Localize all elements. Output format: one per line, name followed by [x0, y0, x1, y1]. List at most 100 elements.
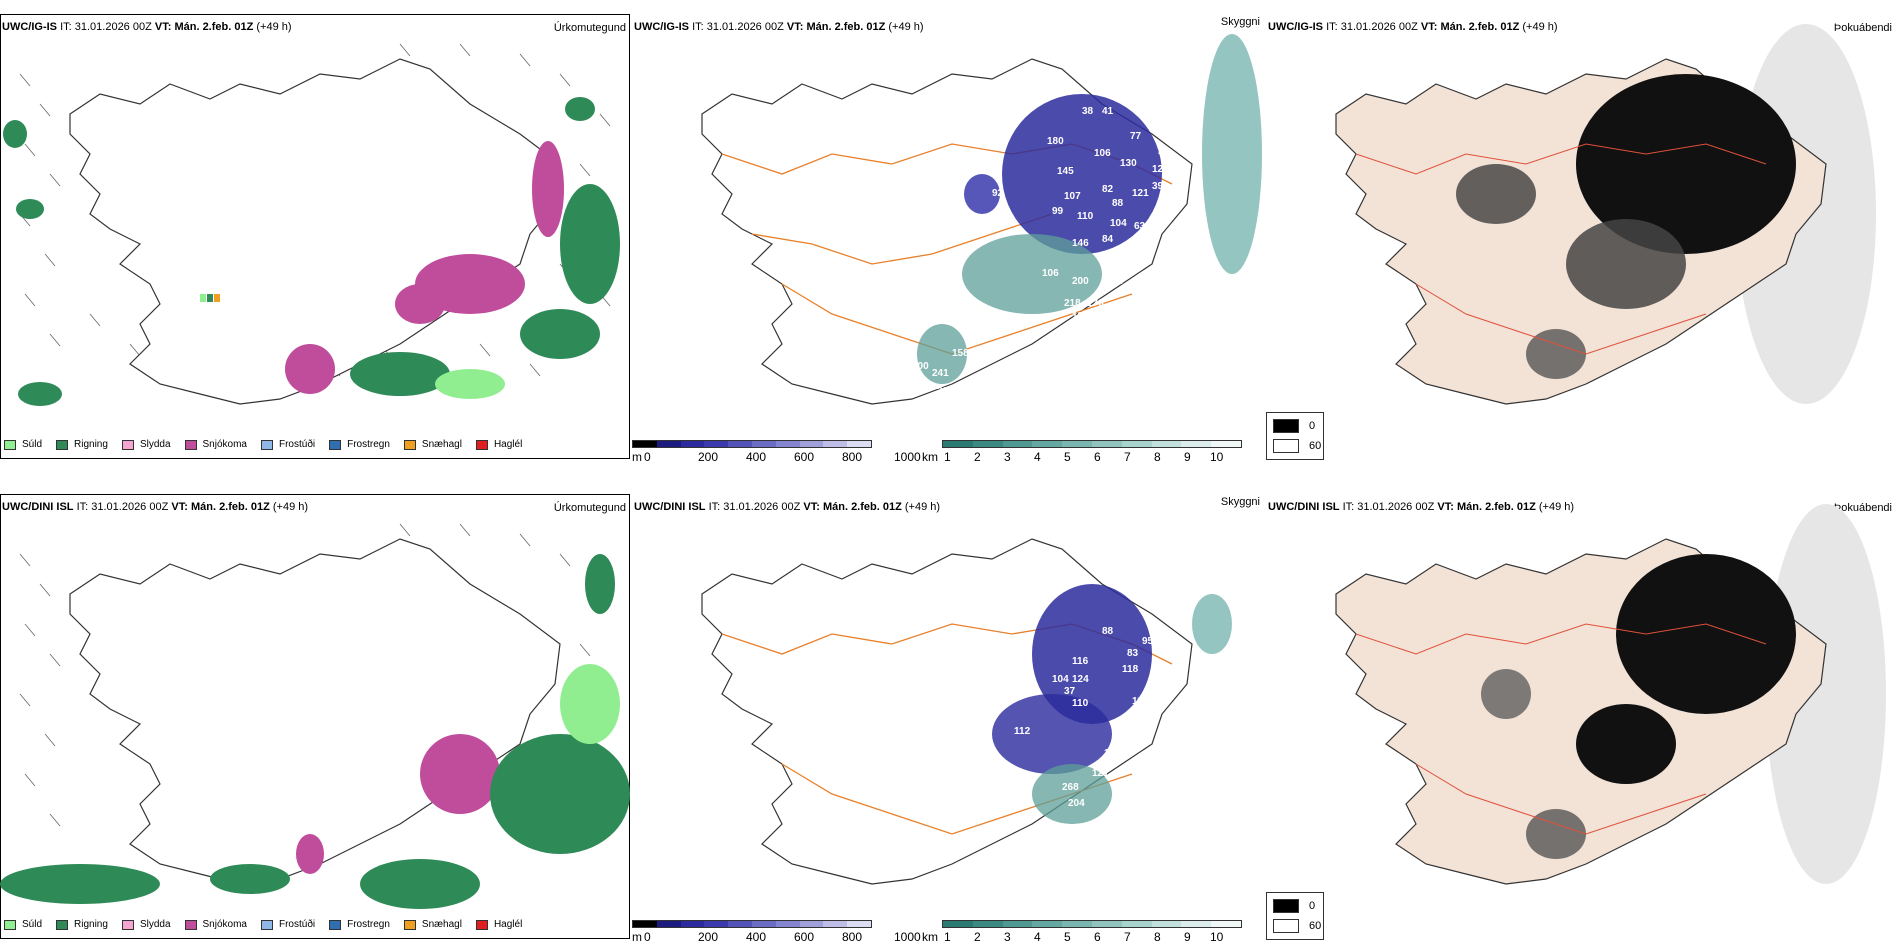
scale-tick: 400: [746, 930, 767, 944]
fog-areas: [1456, 74, 1796, 379]
vis-label: 150: [1137, 251, 1154, 262]
panel-header: UWC/IG-IS IT: 31.01.2026 00Z VT: Mán. 2.…: [1268, 21, 1558, 33]
scale-tick: 600: [794, 930, 815, 944]
vis-label: 189: [1107, 276, 1124, 287]
vis-label: 95: [1142, 636, 1154, 647]
scale-tick: 400: [746, 450, 767, 464]
legend-swatch: [184, 919, 197, 930]
vis-label: 37: [1064, 686, 1076, 697]
fog-legend-item: 60: [1273, 439, 1321, 453]
scale-tick: 10: [1210, 930, 1224, 944]
scale-tick: 200: [698, 450, 719, 464]
fog-panel-bottom: UWC/DINI ISL IT: 31.01.2026 00Z VT: Mán.…: [1266, 494, 1896, 940]
fog-legend: 0 60: [1266, 412, 1324, 460]
visibility-map: 88 95 83 116 118 104 124 106 37 110 111 …: [701, 538, 1232, 885]
precip-type-map: [0, 523, 630, 909]
legend-item: Haglél: [475, 919, 522, 930]
vis-label: 88: [1112, 198, 1124, 209]
vis-label: 295: [938, 851, 955, 862]
vis-label: 207: [937, 386, 954, 397]
vis-label: 88: [1102, 626, 1114, 637]
legend-swatch: [403, 919, 416, 930]
visibility-areas: [917, 34, 1262, 384]
scale-unit: m: [632, 450, 642, 464]
panel-header: UWC/DINI ISL IT: 31.01.2026 00Z VT: Mán.…: [634, 501, 941, 513]
panel-frame: [0, 494, 630, 939]
legend-swatch: [1273, 419, 1299, 433]
legend-item: Slydda: [121, 439, 171, 450]
scale-strip: [942, 920, 1242, 928]
scale-tick: 9: [1184, 930, 1191, 944]
vis-label: 121: [1132, 188, 1149, 199]
panel-title: Þokuábendi: [1833, 502, 1892, 514]
vis-label: 39: [1152, 181, 1164, 192]
vis-label: 130: [1120, 158, 1137, 169]
scale-tick: 800: [842, 450, 863, 464]
scale-tick: 0: [644, 450, 651, 464]
scale-tick: 1: [944, 930, 951, 944]
fog-legend: 0 60: [1266, 892, 1324, 940]
scale-tick: 8: [1154, 450, 1161, 464]
road-network: [1355, 143, 1767, 355]
scale-tick: 0: [644, 930, 651, 944]
panel-title: Þokuábendi: [1833, 22, 1892, 34]
scale-tick: 7: [1124, 450, 1131, 464]
legend-swatch: [4, 919, 16, 930]
scale-strip: [942, 440, 1242, 448]
vis-label: 99: [1052, 206, 1064, 217]
visibility-panel-bottom: UWC/DINI ISL IT: 31.01.2026 00Z VT: Mán.…: [632, 494, 1262, 944]
vis-label: 218: [1064, 298, 1081, 309]
visibility-values: 88 95 83 116 118 104 124 106 37 110 111 …: [938, 626, 1169, 862]
vis-label: 38: [1114, 306, 1126, 317]
scale-unit: km: [922, 930, 938, 944]
scale-tick: 9: [1184, 450, 1191, 464]
precip-legend: Súld Rigning Slydda Snjókoma Frostúði Fr…: [4, 919, 522, 930]
vis-label: 104: [1110, 218, 1127, 229]
vis-label: 134: [1072, 311, 1089, 322]
vis-label: 84: [1102, 234, 1114, 245]
vis-label: 204: [1068, 798, 1085, 809]
vis-label: 75: [1157, 146, 1169, 157]
legend-item: Snæhagl: [403, 919, 462, 930]
legend-item: Snjókoma: [184, 439, 247, 450]
vis-label: 241: [932, 368, 949, 379]
panel-header: UWC/DINI ISL IT: 31.01.2026 00Z VT: Mán.…: [2, 501, 309, 513]
scale-tick: 2: [974, 450, 981, 464]
vis-label: 186: [1124, 716, 1141, 727]
scale-tick: 3: [1004, 450, 1011, 464]
scale-tick: 5: [1064, 450, 1071, 464]
vis-label: 104: [1052, 674, 1069, 685]
fog-map: [1335, 504, 1886, 885]
vis-label: 100: [912, 361, 929, 372]
legend-swatch: [475, 439, 488, 450]
vis-label: 268: [1062, 782, 1079, 793]
vis-label: 180: [1047, 136, 1064, 147]
legend-item: Frostúði: [260, 439, 315, 450]
scale-tick: 10: [1210, 450, 1224, 464]
vis-label: 348: [1052, 336, 1069, 347]
fog-legend-item: 0: [1273, 419, 1315, 433]
scale-tick: 2: [974, 930, 981, 944]
vis-label: 124: [1072, 674, 1089, 685]
panel-header: UWC/IG-IS IT: 31.01.2026 00Z VT: Mán. 2.…: [634, 21, 924, 33]
precip-type-map: [3, 43, 620, 406]
scale-tick: 3: [1004, 930, 1011, 944]
legend-swatch: [56, 919, 69, 930]
legend-item: Snæhagl: [403, 439, 462, 450]
vis-label: 106: [1094, 148, 1111, 159]
visibility-values: 106 38 41 180 77 75 106 130 129 39 145 8…: [912, 64, 1169, 397]
panel-title: Úrkomutegund: [553, 22, 626, 34]
vis-label: 92: [992, 188, 1004, 199]
iceland-outline: [69, 538, 561, 885]
panel-title: Úrkomutegund: [553, 502, 626, 514]
legend-item: Frostregn: [329, 919, 390, 930]
vis-label: 82: [1102, 184, 1114, 195]
fog-map: [1335, 24, 1876, 405]
vis-label: 146: [1072, 238, 1089, 249]
vis-label: 107: [1064, 191, 1081, 202]
legend-swatch: [475, 919, 488, 930]
vis-label: 111: [1132, 696, 1148, 707]
scale-tick: 6: [1094, 930, 1101, 944]
fog-legend-item: 0: [1273, 899, 1315, 913]
vis-label: 110: [1072, 698, 1089, 709]
